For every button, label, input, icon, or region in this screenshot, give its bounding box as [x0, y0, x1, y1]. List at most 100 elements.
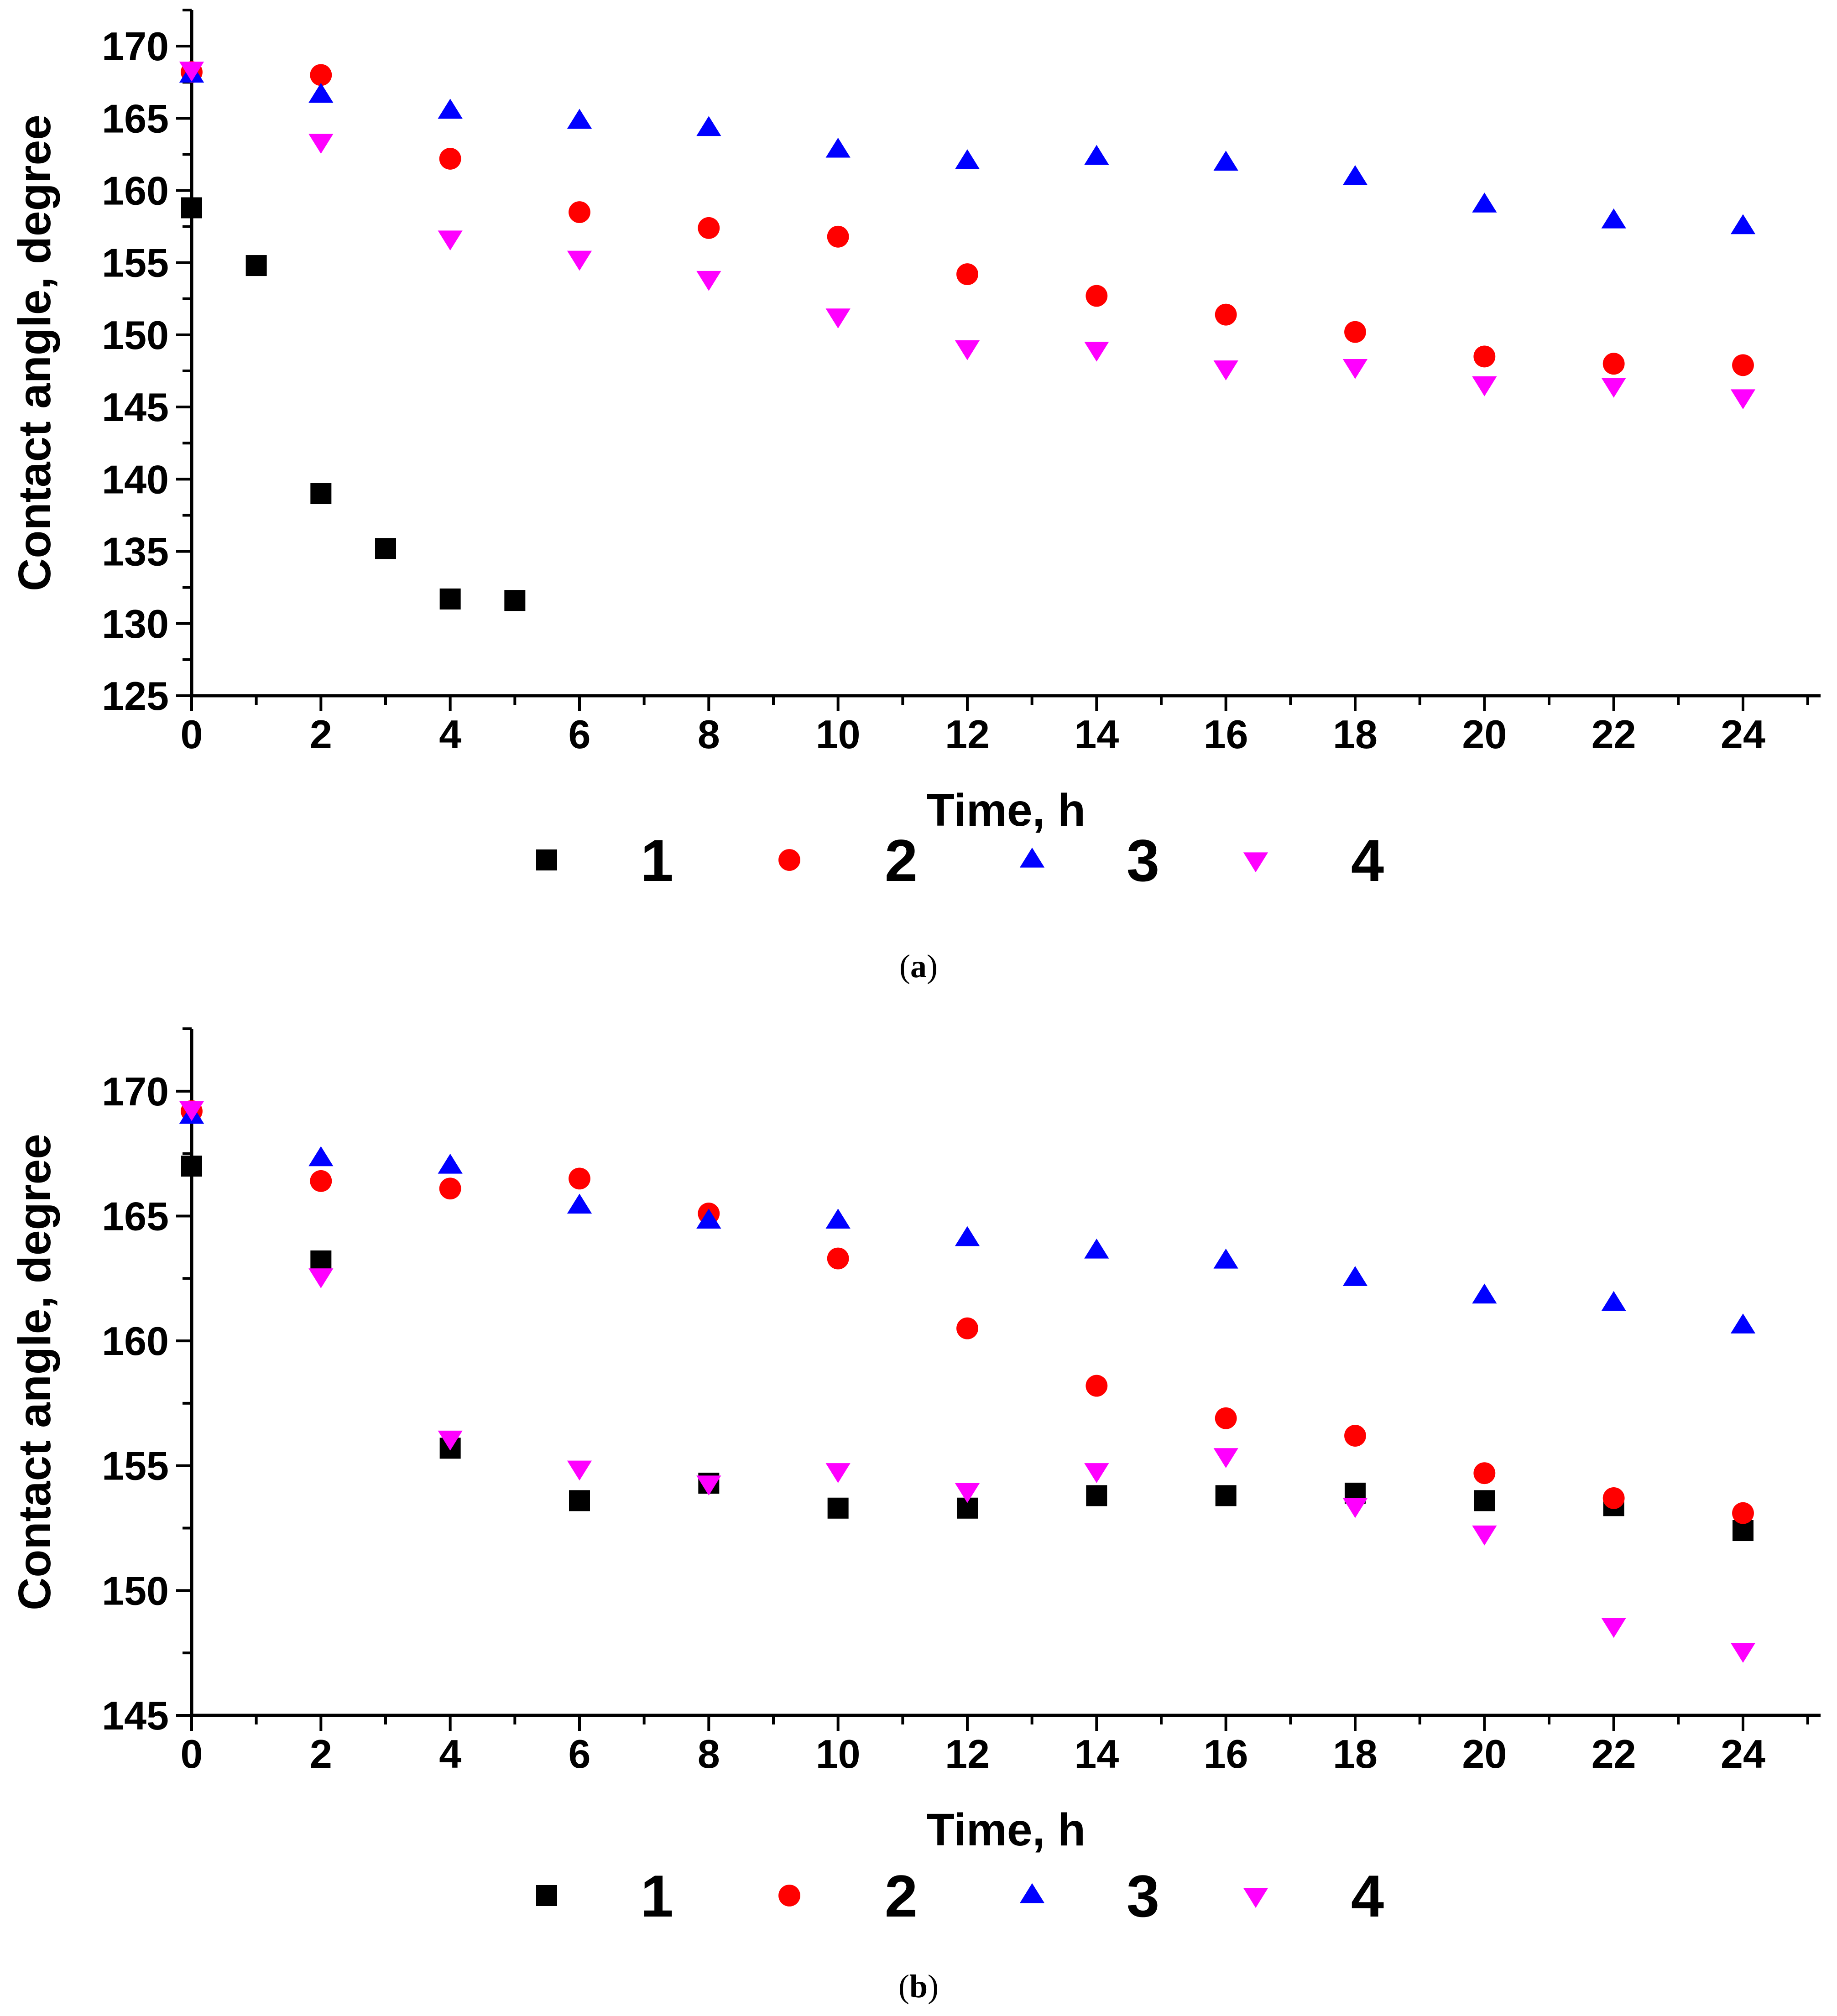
series-2-point — [439, 147, 461, 170]
series-3-point — [1342, 165, 1368, 185]
series-4-point — [955, 340, 980, 360]
legend-label-1: 1 — [641, 827, 673, 894]
series-3-point — [825, 137, 851, 158]
x-tick-label: 2 — [310, 712, 332, 757]
series-3-point — [308, 83, 334, 103]
series-4-point — [308, 1268, 334, 1288]
series-4-point — [1730, 1643, 1756, 1663]
x-tick-label: 20 — [1462, 1731, 1507, 1776]
x-tick-label: 8 — [698, 1731, 720, 1776]
x-tick-label: 2 — [310, 1731, 332, 1776]
series-2-point — [1344, 1425, 1366, 1447]
series-2-point — [956, 1317, 978, 1339]
series-4-point — [1601, 378, 1626, 398]
series-3-point — [438, 99, 463, 119]
y-tick-label: 160 — [102, 1318, 169, 1364]
y-tick-label: 125 — [102, 673, 169, 719]
y-tick-label: 140 — [102, 457, 169, 502]
series-1-point — [439, 588, 461, 609]
series-4-point — [696, 271, 721, 291]
x-tick-label: 14 — [1074, 1731, 1119, 1776]
series-1-point — [245, 255, 267, 276]
y-tick-label: 145 — [102, 385, 169, 430]
series-2-point — [1732, 1502, 1754, 1524]
y-tick-label: 150 — [102, 1568, 169, 1613]
x-tick-label: 8 — [698, 712, 720, 757]
legend-marker-1 — [536, 849, 557, 870]
series-1-point — [181, 197, 202, 219]
series-1 — [181, 197, 526, 611]
series-2-point — [569, 1167, 590, 1190]
x-tick-label: 18 — [1333, 1731, 1378, 1776]
series-2-point — [569, 201, 590, 223]
series-4-point — [567, 250, 592, 271]
x-tick-label: 24 — [1721, 1731, 1765, 1776]
series-3-point — [438, 1153, 463, 1174]
series-3-point — [696, 1209, 721, 1229]
x-tick-label: 24 — [1721, 712, 1765, 757]
series-2-point — [698, 217, 720, 239]
y-tick-label: 145 — [102, 1693, 169, 1738]
series-3-point — [1342, 1266, 1368, 1286]
legend-label-4: 4 — [1351, 827, 1384, 894]
series-1-point — [504, 590, 526, 611]
series-3-point — [1084, 1238, 1109, 1259]
series-4-point — [179, 62, 204, 82]
series-2-point — [956, 263, 978, 285]
x-tick-label: 14 — [1074, 712, 1119, 757]
series-4-point — [438, 230, 463, 251]
x-tick-label: 6 — [569, 1731, 591, 1776]
series-4-point — [825, 308, 851, 328]
series-2-point — [310, 1170, 332, 1192]
y-tick-label: 150 — [102, 313, 169, 358]
series-2-point — [827, 225, 849, 248]
series-3-point — [567, 1193, 592, 1214]
series-4 — [179, 1101, 1756, 1663]
series-2-point — [827, 1247, 849, 1270]
series-2-point — [439, 1177, 461, 1200]
series-4-point — [1213, 360, 1238, 380]
y-tick-label: 135 — [102, 529, 169, 574]
series-3-point — [825, 1209, 851, 1229]
x-axis-title: Time, h — [927, 785, 1086, 836]
series-4-point — [1601, 1618, 1626, 1638]
x-tick-label: 4 — [439, 712, 461, 757]
y-tick-label: 155 — [102, 240, 169, 286]
series-2-point — [1086, 1375, 1108, 1397]
legend-label-3: 3 — [1127, 827, 1159, 894]
legend-label-3: 3 — [1127, 1863, 1159, 1929]
y-tick-label: 155 — [102, 1443, 169, 1489]
series-4-point — [1213, 1448, 1238, 1468]
series-3-point — [1730, 214, 1756, 234]
panel-b-caption: (b) — [898, 1968, 939, 2005]
y-axis-title: Contact angle, degree — [9, 115, 60, 591]
legend-label-1: 1 — [641, 1863, 673, 1929]
legend-marker-2 — [778, 849, 800, 871]
series-1-point — [1215, 1485, 1237, 1506]
x-axis-title: Time, h — [927, 1804, 1086, 1855]
series-4-point — [1084, 1463, 1109, 1483]
x-tick-label: 22 — [1592, 1731, 1636, 1776]
x-tick-label: 12 — [945, 1731, 990, 1776]
series-3-point — [955, 1226, 980, 1246]
series-2-point — [310, 64, 332, 86]
y-tick-label: 170 — [102, 24, 169, 69]
series-2-point — [1473, 345, 1496, 368]
series-4-point — [1084, 341, 1109, 362]
y-tick-label: 165 — [102, 1193, 169, 1239]
series-4-point — [1730, 389, 1756, 410]
x-tick-label: 20 — [1462, 712, 1507, 757]
series-1-point — [310, 483, 332, 505]
series-4-point — [825, 1463, 851, 1483]
y-tick-label: 165 — [102, 96, 169, 141]
panel-a-chart: 0 2 4 6 8 10 12 14 16 18 20 22 241251301351401451501… — [9, 9, 1821, 894]
series-4 — [179, 62, 1756, 410]
series-3 — [179, 1104, 1756, 1334]
series-4-point — [308, 134, 334, 154]
series-2-point — [1086, 285, 1108, 307]
y-tick-label: 130 — [102, 601, 169, 646]
series-3-point — [1601, 208, 1626, 229]
legend-marker-3 — [1019, 1883, 1045, 1903]
legend-marker-4 — [1243, 1888, 1268, 1908]
